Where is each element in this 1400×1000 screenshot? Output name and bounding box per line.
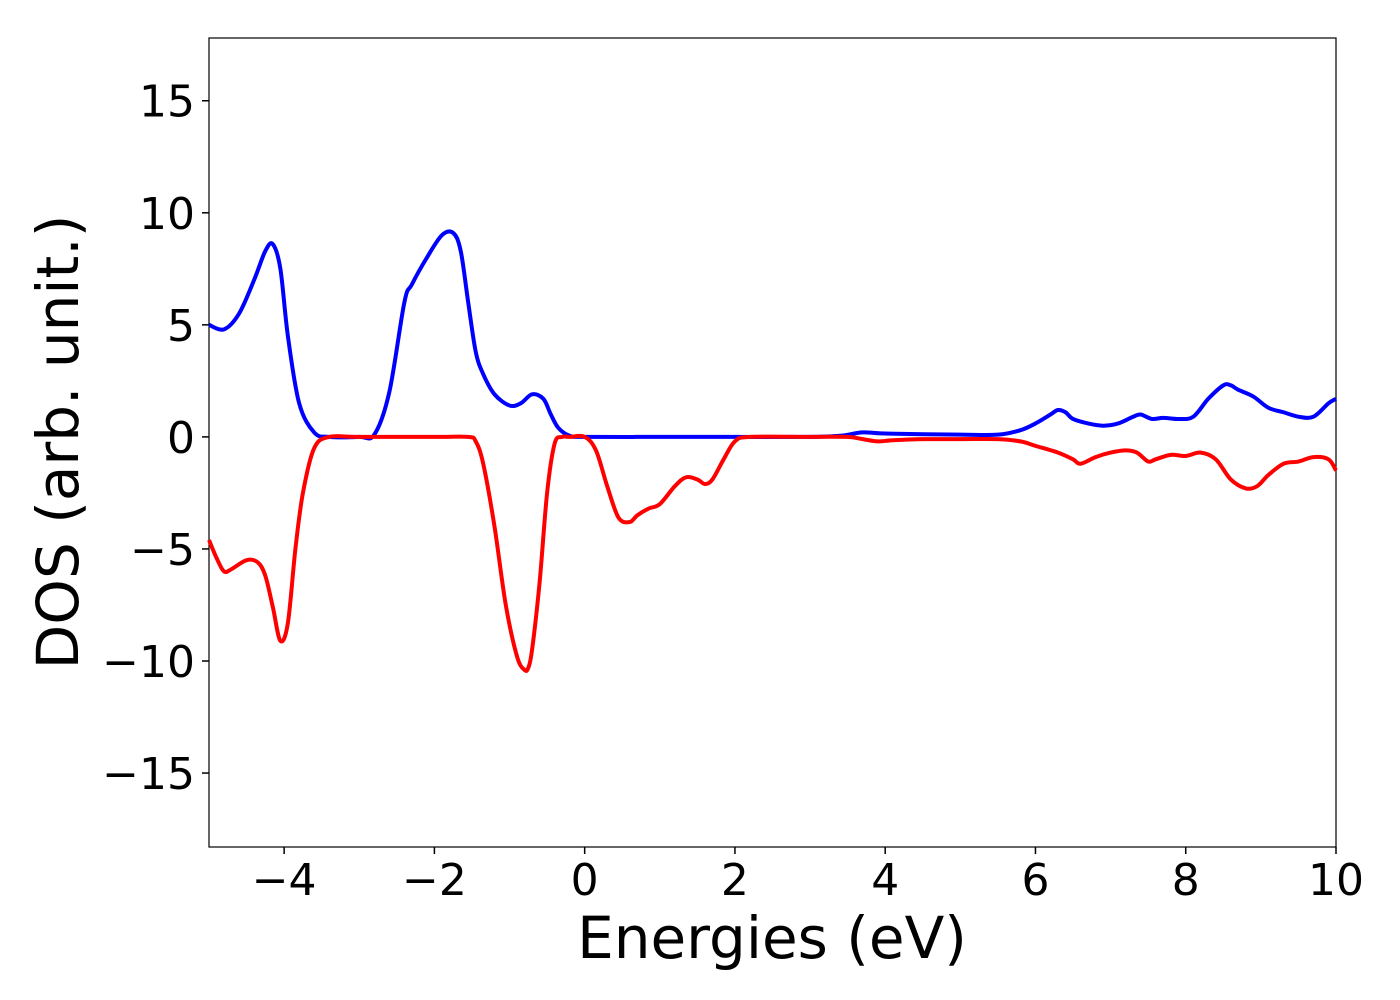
- y-tick-label: −15: [102, 749, 195, 800]
- x-tick-label: 4: [871, 855, 899, 906]
- x-tick-label: −4: [252, 855, 317, 906]
- x-tick-label: 6: [1021, 855, 1049, 906]
- x-tick-label: 8: [1172, 855, 1200, 906]
- y-tick-label: 0: [167, 413, 195, 464]
- y-tick-label: 5: [167, 301, 195, 352]
- y-axis-ticks: −15 −10 −5 0 5 10 15: [102, 77, 209, 800]
- x-tick-label: −2: [402, 855, 467, 906]
- y-axis-label: DOS (arb. unit.): [24, 215, 92, 670]
- x-tick-label: 10: [1308, 855, 1364, 906]
- x-axis-ticks: −4 −2 0 2 4 6 8 10: [252, 847, 1364, 906]
- y-tick-label: −5: [130, 525, 195, 576]
- series-layer: [207, 229, 1338, 673]
- y-tick-label: 10: [139, 189, 195, 240]
- x-tick-label: 2: [721, 855, 749, 906]
- x-axis-label: Energies (eV): [577, 904, 967, 972]
- y-tick-label: 15: [139, 77, 195, 128]
- y-tick-label: −10: [102, 637, 195, 688]
- dos-line-red: [207, 433, 1338, 673]
- plot-area: [208, 37, 1337, 848]
- x-tick-label: 0: [571, 855, 599, 906]
